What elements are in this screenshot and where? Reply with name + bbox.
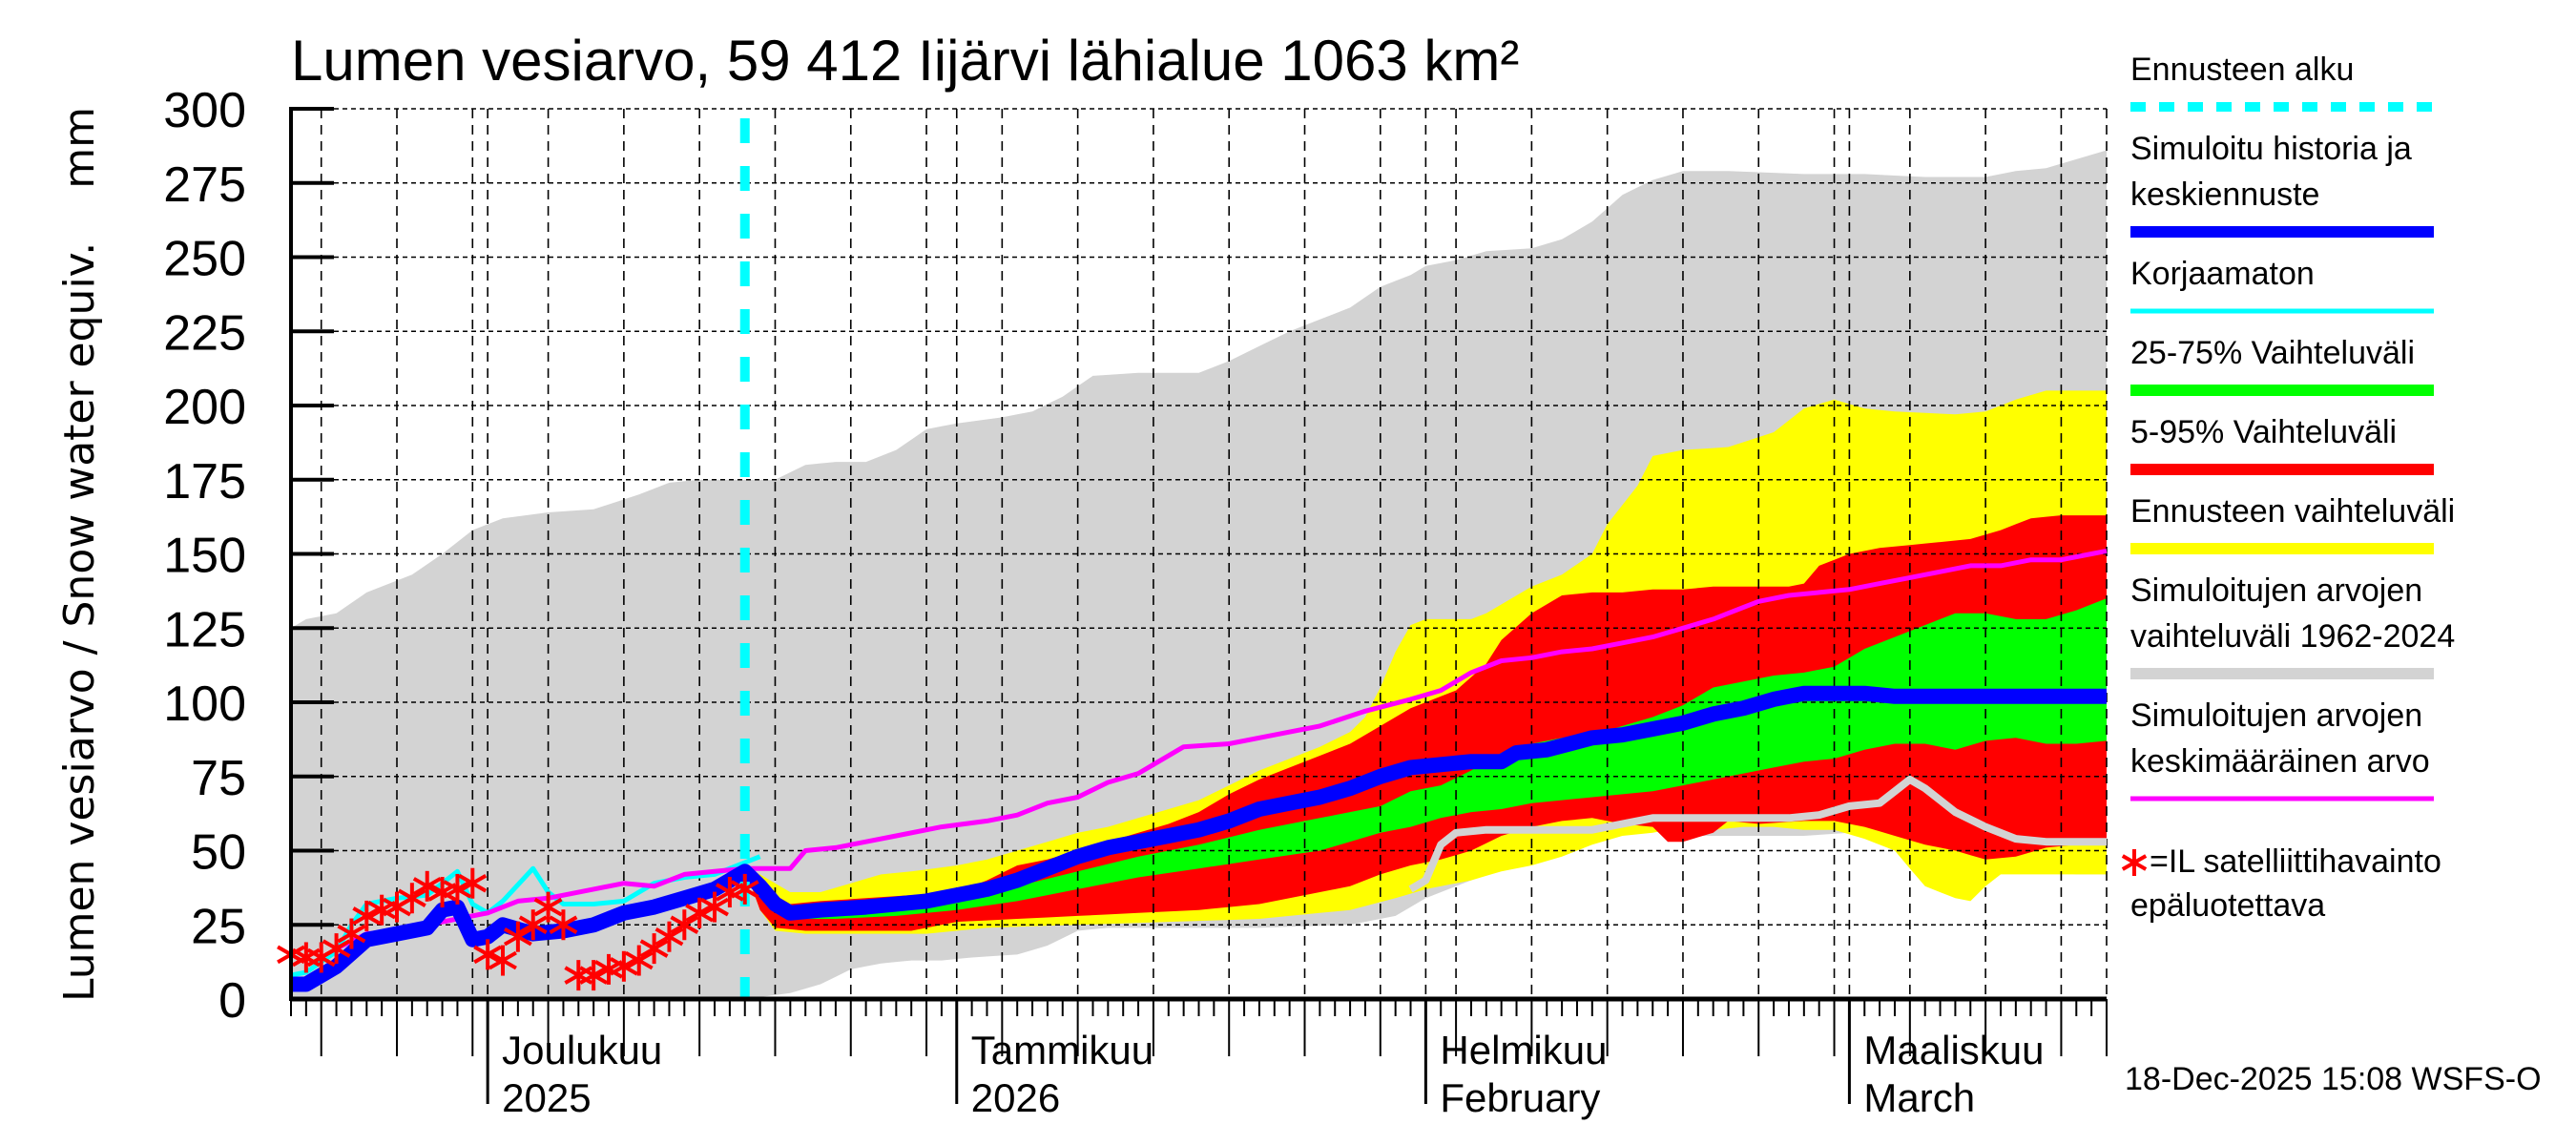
satellite-observation-marker (549, 909, 578, 941)
legend-label: Ennusteen alku (2130, 52, 2354, 88)
satellite-observation-marker (700, 891, 729, 923)
x-tick-label-month: Helmikuu (1440, 1028, 1607, 1072)
y-tick-label: 25 (191, 899, 246, 954)
satellite-observation-marker (670, 909, 699, 941)
legend-item-p5_95: 5-95% Vaihteluväli (2130, 414, 2434, 475)
satellite-observation-marker (503, 921, 532, 952)
y-tick-label: 250 (163, 232, 246, 287)
legend-label: epäluotettava (2130, 887, 2325, 924)
legend-item-satellite: =IL satelliittihavainto epäluotettava (2121, 843, 2441, 924)
grid-lines (291, 108, 2108, 999)
legend-item-sim: Simuloitu historia ja keskiennuste (2130, 131, 2434, 238)
legend-label: vaihteluväli 1962-2024 (2130, 618, 2455, 655)
x-tick-label-year: February (1440, 1075, 1600, 1120)
satellite-observation-marker (352, 900, 382, 931)
legend-item-hist_range: Simuloitujen arvojen vaihteluväli 1962-20… (2130, 572, 2455, 679)
y-axis-label-text: Lumen vesiarvo / Snow water equiv. mm (55, 107, 104, 1002)
legend-label: 5-95% Vaihteluväli (2130, 414, 2397, 450)
legend: Ennusteen alku Simuloitu historia ja keski… (2121, 52, 2455, 924)
satellite-observation-marker (473, 939, 503, 970)
satellite-observation-marker (579, 960, 609, 991)
y-tick-label: 50 (191, 825, 246, 881)
satellite-observation-marker (397, 883, 426, 914)
historical-min-line (1408, 775, 2107, 893)
legend-item-uncorrected: Korjaamaton (2130, 256, 2434, 314)
y-tick-label: 225 (163, 305, 246, 361)
satellite-observation-marker (730, 873, 759, 905)
satellite-observation-marker (533, 891, 563, 923)
axes (289, 107, 2108, 1104)
simulated-mean-line (291, 685, 2107, 992)
satellite-observation-marker (412, 870, 442, 902)
y-tick-label: 0 (218, 973, 246, 1029)
band-5-95 (744, 515, 2107, 931)
satellite-observation-marker (654, 921, 684, 952)
x-tick-label-year: 2026 (971, 1075, 1060, 1120)
chart-title: Lumen vesiarvo, 59 412 Iijärvi lähialue … (291, 29, 1519, 93)
y-tick-label: 275 (163, 157, 246, 213)
asterisk-icon (2121, 849, 2148, 876)
y-tick-label: 125 (163, 602, 246, 657)
satellite-observation-marker (609, 950, 638, 982)
satellite-observation-marker (322, 933, 351, 965)
series-lines (277, 118, 2108, 999)
satellite-observation-marker (624, 945, 654, 976)
y-axis-label: Lumen vesiarvo / Snow water equiv. mm (55, 107, 104, 1002)
legend-label: =IL satelliittihavainto (2150, 843, 2441, 880)
satellite-observation-marker (518, 909, 548, 941)
satellite-observation-marker (639, 933, 669, 965)
legend-item-hist_mean: Simuloitujen arvojen keskimääräinen arvo (2130, 697, 2434, 802)
legend-label: keskiennuste (2130, 177, 2319, 213)
legend-label: Simuloitujen arvojen (2130, 697, 2422, 734)
legend-item-fc_range: Ennusteen vaihteluväli (2130, 493, 2455, 554)
x-tick-label-month: Joulukuu (502, 1028, 662, 1072)
y-tick-labels: 0 25 50 75 100 125 150 175 200 225 250 275 300 (163, 83, 246, 1029)
legend-label: 25-75% Vaihteluväli (2130, 335, 2415, 371)
y-tick-label: 200 (163, 380, 246, 435)
legend-item-forecast_start: Ennusteen alku (2130, 52, 2434, 112)
x-tick-label-year: March (1863, 1075, 1975, 1120)
satellite-observation-marker (685, 897, 715, 928)
legend-label: Simuloitu historia ja (2130, 131, 2412, 167)
historical-mean-line (335, 548, 2108, 951)
x-tick-label-month: Tammikuu (971, 1028, 1153, 1072)
y-tick-label: 175 (163, 454, 246, 510)
y-tick-label: 100 (163, 677, 246, 732)
legend-label: Ennusteen vaihteluväli (2130, 493, 2455, 530)
satellite-observation-marker (488, 945, 517, 976)
y-tick-label: 150 (163, 529, 246, 584)
satellite-observation-marker (337, 918, 366, 949)
legend-label: Korjaamaton (2130, 256, 2315, 292)
y-tick-label: 300 (163, 83, 246, 138)
y-tick-label: 75 (191, 751, 246, 806)
legend-label: keskimääräinen arvo (2130, 743, 2430, 780)
satellite-observation-marker (443, 873, 472, 905)
legend-item-p25_75: 25-75% Vaihteluväli (2130, 335, 2434, 396)
band-25-75 (744, 598, 2107, 919)
legend-label: Simuloitujen arvojen (2130, 572, 2422, 609)
x-tick-label-year: 2025 (502, 1075, 591, 1120)
x-tick-label-month: Maaliskuu (1863, 1028, 2044, 1072)
timestamp: 18-Dec-2025 15:08 WSFS-O (2125, 1061, 2542, 1097)
satellite-observation-marker (458, 867, 488, 899)
